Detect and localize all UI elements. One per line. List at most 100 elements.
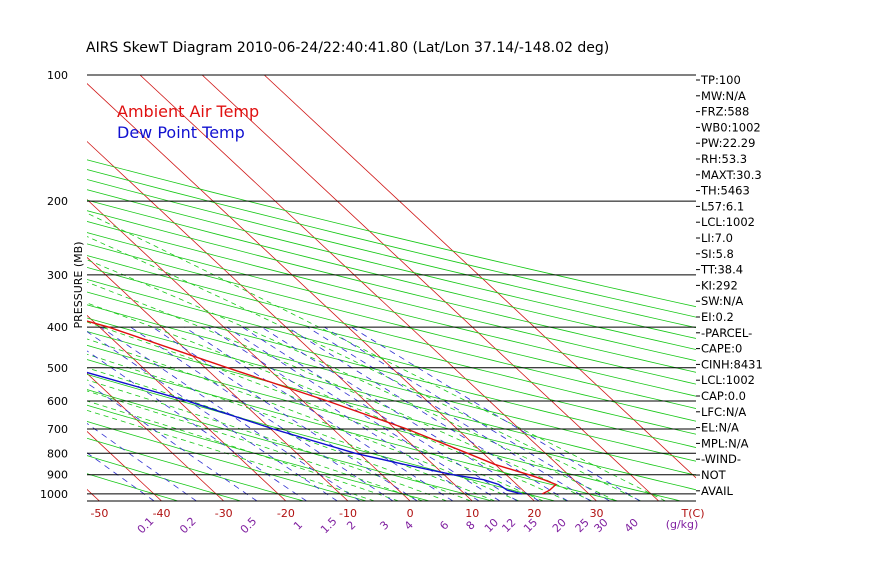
mixing-ratio-line bbox=[87, 350, 307, 501]
mixing-ratio-line bbox=[87, 331, 338, 501]
mixing-ratio-tick-label: 10 bbox=[482, 516, 501, 535]
dew-point-line bbox=[87, 371, 522, 495]
isotherm-line bbox=[0, 75, 37, 501]
pressure-tick-label: 500 bbox=[47, 362, 68, 375]
index-label: MAXT:30.3 bbox=[701, 168, 762, 182]
bottom-temp-tick-label: 20 bbox=[527, 507, 541, 520]
index-label: SW:N/A bbox=[701, 294, 743, 308]
bottom-temp-tick-label: -10 bbox=[339, 507, 357, 520]
dry-adiabat-line bbox=[87, 243, 696, 397]
index-label: CAP:0.0 bbox=[701, 389, 746, 403]
bottom-temp-tick-label: -20 bbox=[277, 507, 295, 520]
index-label: AVAIL bbox=[701, 484, 734, 498]
pressure-tick-label: 100 bbox=[47, 69, 68, 82]
moist-adiabat-line bbox=[87, 390, 423, 501]
bottom-temp-tick-label: 10 bbox=[465, 507, 479, 520]
index-label: FRZ:588 bbox=[701, 105, 749, 119]
pressure-tick-label: 900 bbox=[47, 469, 68, 482]
moist-adiabat-line bbox=[87, 281, 593, 501]
mixing-ratio-tick-label: 6 bbox=[437, 518, 451, 532]
dry-adiabat-line bbox=[87, 359, 618, 501]
index-label: CINH:8431 bbox=[701, 357, 763, 371]
mixing-ratio-tick-group: 4 bbox=[402, 518, 416, 532]
mixing-ratio-line bbox=[351, 326, 641, 501]
mixing-ratio-line bbox=[287, 326, 569, 501]
dry-adiabat-line bbox=[87, 266, 696, 422]
legend-dew-point: Dew Point Temp bbox=[117, 123, 245, 142]
moist-adiabat-line bbox=[87, 338, 520, 501]
index-label: MPL:N/A bbox=[701, 436, 749, 450]
dry-adiabat-line bbox=[87, 331, 696, 491]
mixing-ratio-line bbox=[87, 382, 258, 501]
dry-adiabat-line bbox=[87, 437, 304, 501]
index-label: LCL:1002 bbox=[701, 373, 755, 387]
mixing-ratio-tick-label: 0.5 bbox=[238, 515, 260, 537]
mixing-ratio-line bbox=[242, 326, 518, 501]
index-label: TT:38.4 bbox=[700, 263, 743, 277]
dry-adiabat-line bbox=[87, 189, 696, 339]
mixing-ratio-tick-group: 12 bbox=[499, 516, 518, 535]
isotherm-line bbox=[87, 372, 224, 501]
mixing-ratio-tick-group: 6 bbox=[437, 518, 451, 532]
index-label: KI:292 bbox=[701, 278, 738, 292]
dry-adiabat-line bbox=[87, 221, 696, 373]
dry-adiabat-line bbox=[87, 421, 367, 501]
dry-adiabat-line bbox=[87, 255, 696, 409]
dry-adiabat-line bbox=[87, 169, 696, 318]
isotherm-line bbox=[264, 75, 696, 479]
mixing-ratio-tick-group: 10 bbox=[482, 516, 501, 535]
index-label: -WIND- bbox=[701, 452, 741, 466]
index-label: LFC:N/A bbox=[701, 405, 746, 419]
pressure-tick-label: 600 bbox=[47, 395, 68, 408]
mixing-ratio-tick-label: 1.5 bbox=[318, 515, 340, 537]
moist-adiabat-line bbox=[87, 302, 568, 501]
dry-adiabat-line bbox=[87, 179, 696, 329]
dry-adiabat-line bbox=[87, 279, 696, 435]
index-label: NOT bbox=[701, 468, 727, 482]
mixing-ratio-tick-label: 20 bbox=[550, 516, 569, 535]
bottom-temp-tick-label: -30 bbox=[215, 507, 233, 520]
bottom-temp-tick-label: 30 bbox=[590, 507, 604, 520]
isotherm-line bbox=[87, 82, 535, 501]
mixing-ratio-line bbox=[184, 326, 454, 501]
pressure-lines bbox=[87, 74, 696, 502]
isotherm-line bbox=[87, 256, 349, 501]
isotherm-line bbox=[201, 75, 659, 501]
mixing-ratio-unit-label: (g/kg) bbox=[666, 518, 699, 531]
isotherm-line bbox=[87, 314, 287, 501]
mixing-ratio-line bbox=[87, 422, 197, 501]
mixing-ratio-line bbox=[324, 326, 610, 501]
profile-series bbox=[87, 320, 558, 495]
mixing-ratio-tick-group: 1.5 bbox=[318, 515, 340, 537]
mixing-ratio-tick-label: 2 bbox=[344, 518, 358, 532]
dry-adiabat-line bbox=[87, 210, 696, 362]
isotherm-line bbox=[139, 75, 597, 501]
y-axis-label: PRESSURE (MB) bbox=[72, 242, 85, 329]
bottom-temp-tick-label: 0 bbox=[407, 507, 414, 520]
index-label: CAPE:0 bbox=[701, 342, 742, 356]
mixing-ratio-tick-group: 2 bbox=[344, 518, 358, 532]
dry-adiabat-line bbox=[87, 291, 696, 448]
index-label: MW:N/A bbox=[701, 89, 746, 103]
dry-adiabat-line bbox=[87, 389, 493, 501]
mixing-ratio-tick-label: 8 bbox=[464, 518, 478, 532]
pressure-tick-label: 300 bbox=[47, 269, 68, 282]
index-label: -PARCEL- bbox=[701, 326, 752, 340]
dry-adiabat-line bbox=[87, 317, 696, 476]
mixing-ratio-tick-group: 0.2 bbox=[177, 515, 199, 537]
mixing-ratio-line bbox=[152, 326, 418, 501]
index-label: TH:5463 bbox=[700, 184, 750, 198]
index-label: SI:5.8 bbox=[701, 247, 734, 261]
isotherm-line bbox=[87, 198, 411, 501]
pressure-tick-label: 1000 bbox=[40, 488, 68, 501]
air-temp-line bbox=[87, 320, 558, 495]
mixing-ratio-tick-group: 8 bbox=[464, 518, 478, 532]
mixing-ratio-tick-group: 3 bbox=[377, 518, 391, 532]
index-label: PW:22.29 bbox=[701, 136, 755, 150]
index-label: TP:100 bbox=[700, 73, 741, 87]
mixing-ratio-tick-label: 0.2 bbox=[177, 515, 199, 537]
mixing-ratio-tick-group: 20 bbox=[550, 516, 569, 535]
legend: Ambient Air Temp Dew Point Temp bbox=[117, 102, 259, 142]
mixing-ratio-line bbox=[226, 326, 501, 501]
